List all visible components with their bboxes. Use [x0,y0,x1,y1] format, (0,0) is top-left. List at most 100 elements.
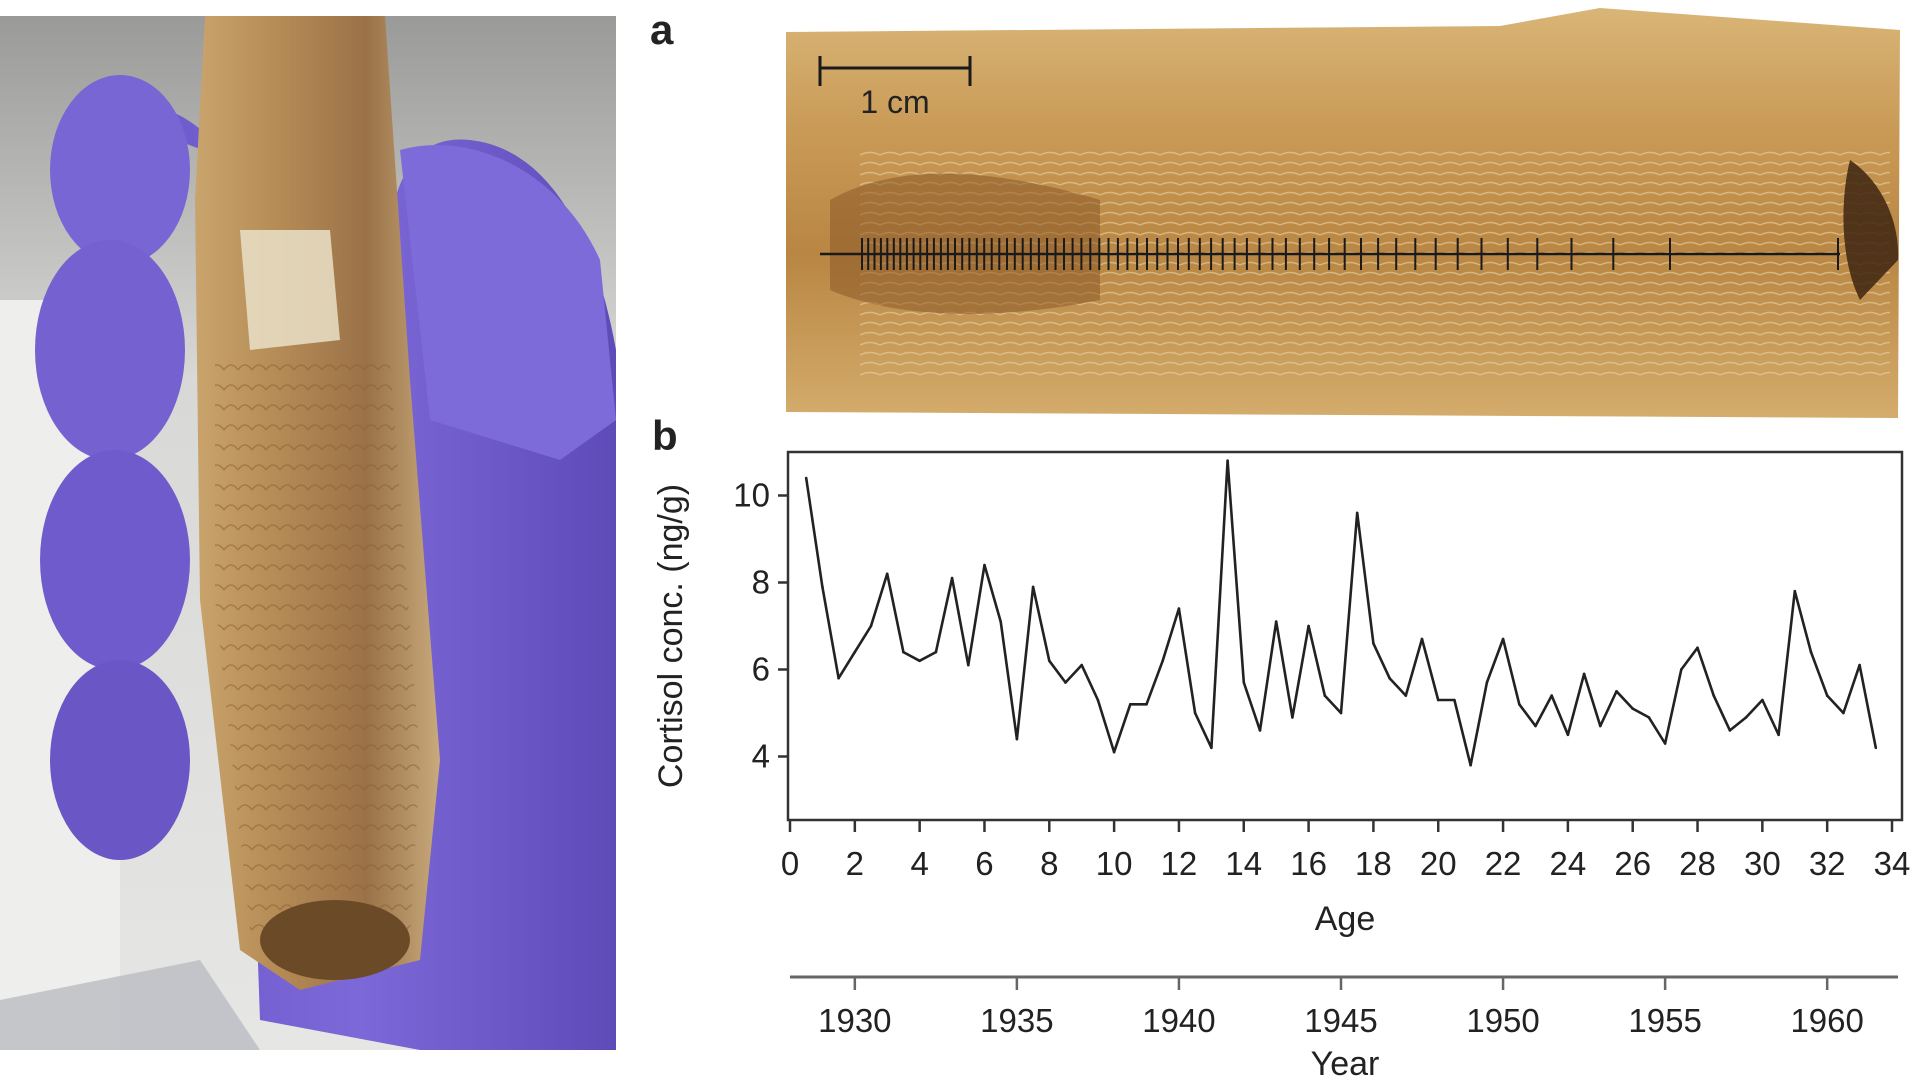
data-point [1761,698,1764,702]
data-point [967,663,970,667]
y-axis-title: Cortisol conc. (ng/g) [652,484,690,788]
data-point [1291,716,1294,719]
data-point [1777,733,1780,737]
year-tick-label: 1935 [980,1002,1053,1039]
data-point [1064,681,1067,684]
x-tick-label: 4 [910,845,928,882]
x-tick-label: 28 [1679,845,1716,882]
x-tick-label: 2 [846,845,864,882]
x-tick-label: 26 [1614,845,1651,882]
x-tick-label: 8 [1040,845,1058,882]
data-point [1355,511,1359,515]
data-point [1339,711,1343,715]
data-point [1599,724,1602,728]
data-point [1874,746,1878,750]
data-point [1258,729,1262,732]
year-tick-label: 1955 [1628,1002,1701,1039]
series-points [804,459,1878,767]
data-point [853,650,857,654]
data-point [1096,698,1100,702]
data-point [1080,663,1083,667]
data-point [1145,703,1148,706]
x-tick-label: 14 [1225,845,1262,882]
data-point [1582,672,1586,676]
panel-b-label: b [652,412,678,459]
year-tick-label: 1940 [1142,1002,1215,1039]
data-point [1534,724,1537,728]
data-point [934,650,938,654]
panel-a: a 1 cm [650,6,1900,418]
data-point [1242,681,1246,684]
data-point [1404,694,1408,697]
baleen-photo [0,16,616,1050]
data-point [1469,763,1472,767]
data-point [1518,703,1521,706]
data-point [1744,716,1748,719]
data-point [1485,681,1489,684]
data-point [999,620,1002,623]
x-tick-label: 30 [1744,845,1781,882]
data-point [1177,607,1181,610]
data-point [1453,698,1456,702]
data-point [1663,742,1667,745]
data-point [869,624,873,628]
y-tick-label: 4 [752,738,770,775]
data-point [1210,746,1213,750]
year-tick-label: 1945 [1304,1002,1377,1039]
data-point [902,650,905,654]
data-point [1680,668,1683,671]
data-point [885,572,889,576]
data-point [1307,624,1310,628]
y-tick-label: 10 [733,477,770,514]
x-tick-label: 12 [1161,845,1198,882]
x-tick-label: 16 [1290,845,1327,882]
x-tick-label: 20 [1420,845,1457,882]
data-point [1112,750,1116,754]
y-tick-label: 6 [752,651,770,688]
panel-a-label: a [650,6,674,53]
year-tick-label: 1950 [1466,1002,1539,1039]
data-point [1550,694,1553,697]
data-point [821,585,824,589]
data-point [983,563,986,567]
data-point [1631,707,1634,710]
year-axis-title: Year [1311,1045,1380,1080]
x-tick-label: 34 [1874,845,1911,882]
x-tick-label: 32 [1809,845,1846,882]
x-axis-title: Age [1315,900,1376,938]
data-point [1226,459,1229,463]
data-point [1323,694,1327,697]
data-point [1858,663,1861,667]
x-tick-label: 18 [1355,845,1392,882]
data-point [1728,729,1732,732]
x-tick-label: 22 [1485,845,1522,882]
y-tick-label: 8 [752,564,770,601]
data-point [1501,637,1505,641]
baleen-section-photo [786,8,1900,418]
data-point [918,659,921,663]
x-tick-label: 10 [1096,845,1133,882]
y-axis: 4 6 8 10 [733,477,788,775]
data-point [804,476,808,480]
x-tick-label: 6 [975,845,993,882]
data-point [1436,698,1440,702]
x-tick-label: 24 [1550,845,1587,882]
data-point [1712,694,1715,697]
data-point [1015,737,1019,741]
scale-bar: 1 cm [818,56,972,120]
data-point [1696,646,1699,650]
data-point [1048,659,1051,663]
data-point [950,576,954,580]
data-point [1615,690,1618,693]
x-axis: 0 2 4 6 8 10 12 14 16 18 20 22 24 26 28 30 32 34 [781,820,1911,882]
year-tick-label: 1930 [818,1002,891,1039]
data-point [1274,620,1278,623]
year-axis: 1930 1935 1940 1945 1950 1955 1960 [818,977,1864,1039]
data-point [1842,711,1845,715]
year-tick-label: 1960 [1790,1002,1863,1039]
data-point [1372,642,1375,645]
data-point [1129,703,1132,706]
data-point [1647,716,1651,719]
